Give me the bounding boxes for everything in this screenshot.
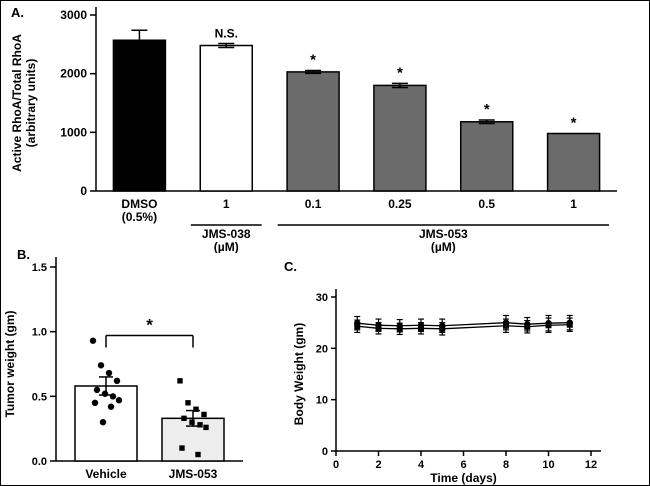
category-label: 1 [570,197,577,211]
bar-annotation: * [310,51,316,68]
scatter-point [107,403,115,410]
x-tick-label: 12 [585,459,597,471]
y-tick-label: 10 [316,395,328,407]
bar-annotation: * [571,115,577,132]
data-marker [418,325,424,332]
scatter-point [105,369,113,377]
y-tick-label: 0 [80,184,87,198]
category-label: JMS-053 [169,467,218,481]
y-axis-label: Tumor weight (gm) [3,310,17,417]
significance-star: * [146,316,153,335]
y-axis-label: Body Weight (gm) [292,323,306,425]
bar [112,39,167,192]
y-tick-label: 2000 [60,67,87,81]
scatter-point [177,378,183,384]
y-tick-label: 1000 [60,125,87,139]
scatter-point [185,400,191,406]
data-marker [503,322,509,329]
data-marker [375,325,382,332]
x-tick-label: 0 [333,459,339,471]
group-label: JMS-038 [202,227,251,241]
category-label: 0.25 [388,197,412,211]
data-marker [524,323,531,330]
bar-annotation: * [397,64,403,81]
group-label: (µM) [214,240,239,253]
bar-annotation: N.S. [215,26,238,40]
category-label: Vehicle [85,467,127,481]
y-tick-label: 0 [322,446,328,458]
scatter-point [101,390,109,397]
y-tick-label: 0.0 [32,456,47,468]
y-tick-label: 1.0 [32,327,47,339]
x-tick-label: 6 [460,459,466,471]
category-label: 1 [223,197,230,211]
scatter-point [93,386,101,394]
scatter-point [179,445,185,451]
category-label: (0.5%) [122,210,157,224]
panel-a-chart: 0 1000 2000 3000 Active RhoA/Total RhoA (arbi… [10,7,617,253]
bar [286,71,340,192]
data-marker [545,322,552,329]
x-tick-label: 8 [503,459,509,471]
bar [460,121,514,192]
data-marker [396,325,403,332]
y-tick-label: 20 [316,343,328,355]
scatter-point [113,377,121,385]
x-tick-label: 2 [375,459,381,471]
panel-c-label: C. [284,259,297,274]
panel-c-chart: 0 10 20 30 0 2 4 6 8 10 12 Time (days) Body Weight (… [292,289,601,485]
bar [74,385,138,462]
x-tick-label: 10 [542,459,554,471]
x-tick-label: 4 [418,459,425,471]
y-tick-label: 0.5 [32,391,47,403]
data-marker [354,323,361,330]
y-tick-label: 1.5 [32,262,47,274]
panel-a-label: A. [11,5,24,20]
panel-b-chart: 0.0 0.5 1.0 1.5 Tumor weight (gm) Vehicle JMS-… [3,257,243,481]
scatter-point [195,451,201,458]
group-label: JMS-053 [419,227,468,241]
y-axis-label: (arbitrary units) [24,59,38,148]
scatter-point [89,337,97,344]
y-tick-label: 30 [316,292,328,304]
bar [373,84,427,192]
data-marker [439,325,446,332]
scatter-point [99,419,107,426]
y-tick-label: 3000 [60,8,87,22]
scatter-point [91,399,99,406]
scatter-point [97,362,105,369]
bar [199,44,253,192]
panel-b-label: B. [17,247,30,262]
scatter-point [109,393,117,400]
x-axis-label: Time (days) [430,471,496,485]
scatter-point [193,406,199,412]
scatter-point [181,415,187,422]
data-marker [566,321,573,328]
scatter-point [203,424,209,431]
bar-annotation: * [484,101,490,118]
category-label: 0.1 [305,197,322,211]
group-label: (µM) [431,240,456,253]
category-label: DMSO [121,197,157,211]
scatter-point [197,422,203,428]
y-axis-label: Active RhoA/Total RhoA [10,34,24,172]
scatter-point [189,419,195,425]
bar [546,132,601,192]
scatter-point [201,411,207,418]
category-label: 0.5 [478,197,495,211]
scatter-point [115,397,123,404]
data-line [357,322,570,327]
